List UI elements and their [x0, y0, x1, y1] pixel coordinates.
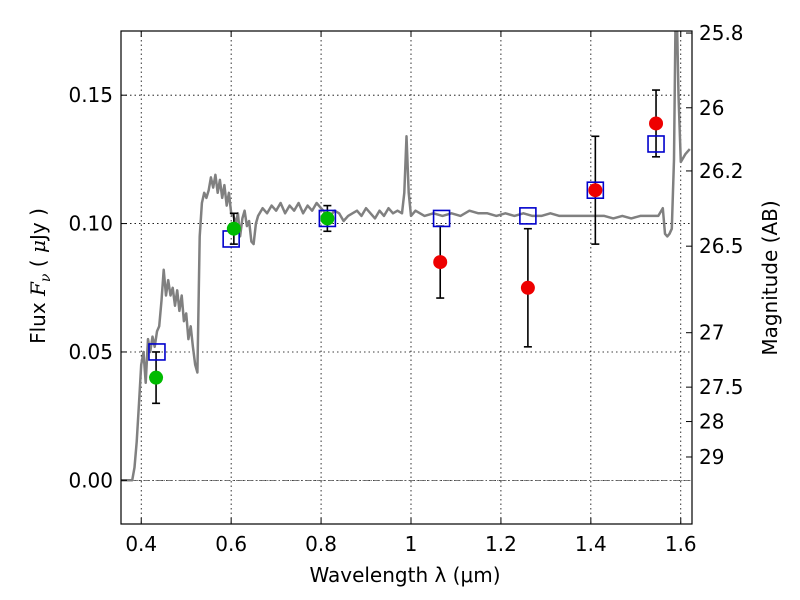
model-square-marker: [519, 207, 537, 225]
right-tick-label: 25.8: [699, 21, 744, 45]
observed-point: [433, 255, 448, 270]
right-tick-label: 26: [699, 96, 724, 120]
right-tick-label: 26.2: [699, 159, 744, 183]
axis-ticks: [121, 31, 692, 524]
y-tick-label: 0.10: [68, 212, 113, 236]
y-tick-label: 0.00: [68, 468, 113, 492]
template-line: [121, 31, 691, 482]
observed-point: [226, 221, 241, 236]
template-spectrum: [121, 31, 691, 482]
right-tick-label: 29: [699, 445, 724, 469]
plot-frame: [120, 30, 693, 525]
x-axis-label: Wavelength λ (μm): [309, 563, 500, 587]
observed-point: [520, 280, 535, 295]
right-tick-labels: 25.8 26 26.2 26.5 27 27.5 28 29: [699, 21, 744, 469]
right-tick-label: 27.5: [699, 375, 744, 399]
x-tick-label: 0.4: [125, 532, 157, 556]
x-tick-label: 1.2: [485, 532, 517, 556]
x-tick-label: 1: [405, 532, 418, 556]
x-tick-labels: 0.4 0.6 0.8 1 1.2 1.4 1.6: [125, 532, 696, 556]
right-tick-label: 26.5: [699, 234, 744, 258]
right-tick-label: 28: [699, 410, 724, 434]
x-tick-label: 1.4: [575, 532, 607, 556]
x-tick-label: 1.6: [665, 532, 697, 556]
y-tick-labels: 0.00 0.05 0.10 0.15: [68, 83, 113, 492]
y-tick-label: 0.15: [68, 83, 113, 107]
y-tick-label: 0.05: [68, 340, 113, 364]
right-tick-label: 27: [699, 321, 724, 345]
observed-point: [149, 370, 164, 385]
model-square-marker: [647, 135, 665, 153]
y-axis-label: Flux Fν ( μJy ): [26, 208, 54, 344]
model-square-marker: [586, 181, 605, 199]
observed-point: [588, 183, 603, 198]
model-square-marker: [318, 209, 337, 228]
observed-point: [320, 211, 335, 226]
x-tick-label: 0.8: [305, 532, 337, 556]
x-tick-label: 0.6: [215, 532, 247, 556]
grid-lines: [121, 31, 692, 524]
model-square-marker: [432, 209, 451, 228]
observed-point: [649, 116, 664, 131]
right-axis-label: Magnitude (AB): [758, 200, 782, 355]
data-markers: [148, 116, 665, 385]
model-square-marker: [148, 343, 166, 361]
